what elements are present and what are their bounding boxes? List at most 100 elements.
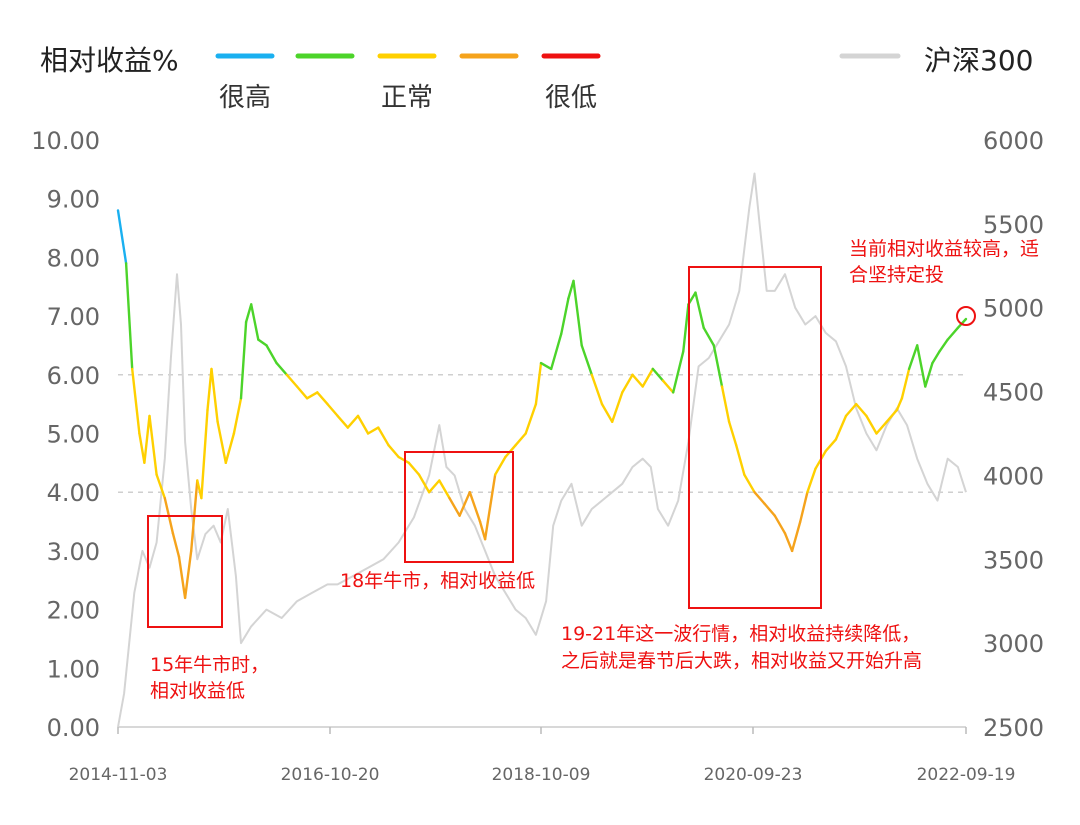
- relative-return-segment: [735, 444, 746, 476]
- relative-return-segment: [387, 444, 400, 459]
- relative-return-segment: [326, 402, 339, 418]
- relative-return-segment: [946, 326, 960, 341]
- relative-return-segment: [265, 344, 278, 365]
- relative-return-segment: [148, 414, 158, 476]
- x-tick-label: 2018-10-09: [492, 765, 591, 785]
- relative-return-segment: [514, 432, 527, 447]
- relative-return-segment: [417, 473, 431, 494]
- relative-return-segment: [249, 303, 260, 341]
- axes: 0.00 1.00 2.00 3.00 4.00 5.00 6.00 7.00 8.00 9.00…: [31, 127, 1044, 785]
- relative-return-segment: [316, 391, 329, 406]
- relative-return-segment: [834, 414, 848, 441]
- y-left-tick-label: 8.00: [47, 244, 100, 272]
- annotation-2015-line1: 15年牛市时，: [150, 654, 269, 676]
- legend-label-very-high: 很高: [219, 83, 271, 113]
- relative-return-segment: [116, 209, 128, 265]
- relative-return-segment: [694, 291, 705, 329]
- x-tick-label: 2016-10-20: [281, 765, 380, 785]
- box-2015-bull: [147, 515, 223, 628]
- relative-return-segment: [366, 426, 380, 435]
- relative-return-segment: [672, 350, 685, 394]
- relative-return-segment: [438, 479, 451, 500]
- annotation-2015-line2: 相对收益低: [150, 680, 245, 702]
- relative-return-segment: [924, 361, 934, 388]
- relative-return-segment: [356, 414, 370, 435]
- relative-return-segment: [216, 420, 228, 464]
- relative-return-segment: [702, 326, 715, 347]
- relative-return-segment: [621, 373, 634, 394]
- annotation-current-line2: 合坚持定投: [849, 264, 944, 286]
- relative-return-segment: [138, 432, 146, 464]
- relative-return-segment: [494, 455, 507, 476]
- relative-return-segment: [130, 367, 141, 435]
- relative-return-segment: [580, 344, 593, 376]
- relative-return-segment: [483, 473, 497, 541]
- x-tick-label: 2022-09-19: [917, 765, 1016, 785]
- relative-return-segment: [377, 426, 390, 447]
- relative-return-segment: [753, 491, 766, 506]
- y-right-tick-label: 4000: [983, 462, 1044, 490]
- relative-return-segment: [907, 344, 919, 371]
- annotation-boxes: [147, 266, 976, 628]
- relative-return-segment: [611, 391, 624, 423]
- relative-return-segment: [210, 367, 219, 423]
- annotation-current-line1: 当前相对收益较高，适: [849, 238, 1039, 260]
- relative-return-segment: [539, 361, 553, 371]
- y-right-tick-label: 4500: [983, 379, 1044, 407]
- relative-return-segment: [875, 420, 888, 435]
- y-right-tick-label: 3500: [983, 546, 1044, 574]
- relative-return-segment: [641, 367, 654, 388]
- legend-label-normal: 正常: [381, 83, 433, 113]
- y-right-tick-label: 5500: [983, 211, 1044, 239]
- relative-return-segment: [534, 361, 543, 406]
- relative-return-segment: [712, 344, 724, 388]
- relative-return-segment: [844, 402, 858, 418]
- relative-return-segment: [143, 414, 151, 464]
- relative-return-segment: [336, 414, 349, 429]
- relative-return-series: [116, 209, 968, 600]
- relative-return-segment: [183, 549, 193, 600]
- relative-return-segment: [806, 467, 817, 494]
- relative-return-segment: [524, 402, 538, 435]
- relative-return-segment: [458, 491, 471, 517]
- relative-return-segment: [244, 303, 253, 324]
- relative-return-segment: [682, 303, 690, 353]
- relative-return-segment: [590, 373, 604, 406]
- relative-return-segment: [224, 432, 236, 464]
- relative-return-segment: [938, 338, 949, 353]
- relative-return-segment: [171, 532, 181, 558]
- relative-return-segment: [346, 414, 360, 429]
- legend-label-hs300: 沪深300: [924, 44, 1033, 77]
- relative-return-segment: [550, 332, 563, 371]
- hs300-series: [117, 172, 967, 728]
- y-left-tick-label: 7.00: [47, 303, 100, 331]
- annotation-2019-line1: 19-21年这一波行情，相对收益持续降低，: [561, 623, 920, 645]
- hs300-line: [117, 172, 967, 728]
- relative-return-segment: [295, 385, 309, 400]
- relative-return-segment: [600, 402, 614, 423]
- relative-return-segment: [448, 496, 461, 517]
- relative-return-segment: [478, 520, 487, 541]
- relative-return-segment: [468, 491, 482, 523]
- relative-return-segment: [275, 361, 288, 376]
- y-right-tick-label: 6000: [983, 127, 1044, 155]
- relative-return-segment: [783, 532, 794, 553]
- relative-return-segment: [560, 297, 570, 335]
- relative-return-segment: [206, 367, 213, 412]
- x-tick-label: 2020-09-23: [704, 765, 803, 785]
- reference-lines: [118, 374, 966, 493]
- relative-return-segment: [790, 520, 802, 553]
- y-left-tick-label: 2.00: [47, 597, 100, 625]
- relative-return-segment: [720, 385, 731, 423]
- y-right-tick-label: 5000: [983, 295, 1044, 323]
- y-left-tick-label: 3.00: [47, 538, 100, 566]
- relative-return-segment: [239, 320, 248, 400]
- relative-return-segment: [285, 373, 299, 388]
- relative-return-segment: [651, 367, 665, 382]
- legend-title: 相对收益%: [40, 44, 179, 77]
- relative-return-segment: [931, 350, 941, 365]
- relative-return-segment: [900, 367, 911, 400]
- y-left-tick-label: 5.00: [47, 421, 100, 449]
- y-left-tick-label: 10.00: [31, 127, 100, 155]
